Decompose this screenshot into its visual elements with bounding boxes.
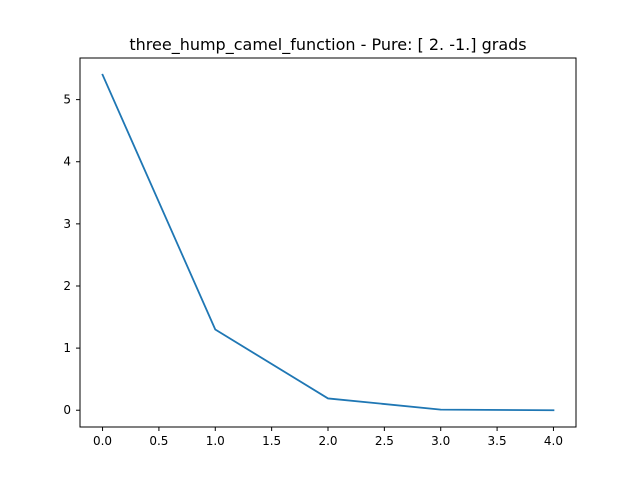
- x-tick-label: 1.5: [262, 434, 281, 448]
- series-point: [101, 74, 104, 76]
- y-tick-label: 1: [63, 341, 71, 355]
- plot-area: [101, 73, 555, 412]
- y-tick-label: 2: [63, 279, 71, 293]
- y-tick-label: 5: [63, 93, 71, 107]
- x-tick-label: 3.5: [488, 434, 507, 448]
- x-tick-label: 0.0: [93, 434, 112, 448]
- y-axis: 0 1 2 3 4 5: [63, 93, 80, 417]
- x-tick-label: 3.0: [431, 434, 450, 448]
- series-point: [214, 328, 216, 331]
- series-point: [327, 397, 329, 400]
- series-point: [440, 409, 442, 411]
- y-tick-label: 3: [63, 217, 71, 231]
- axes-frame: [79, 57, 577, 428]
- x-tick-label: 0.5: [149, 434, 168, 448]
- x-axis: 0.0 0.5 1.0 1.5 2.0 2.5 3.0 3.5 4.0: [93, 427, 563, 448]
- chart-title: three_hump_camel_function - Pure: [ 2. -…: [129, 35, 526, 55]
- y-tick-label: 4: [63, 155, 71, 169]
- x-tick-label: 4.0: [544, 434, 563, 448]
- x-tick-label: 1.0: [206, 434, 225, 448]
- series-line: [101, 73, 555, 412]
- x-tick-label: 2.5: [375, 434, 394, 448]
- x-tick-label: 2.0: [318, 434, 337, 448]
- series-point: [552, 409, 555, 411]
- y-tick-label: 0: [63, 403, 71, 417]
